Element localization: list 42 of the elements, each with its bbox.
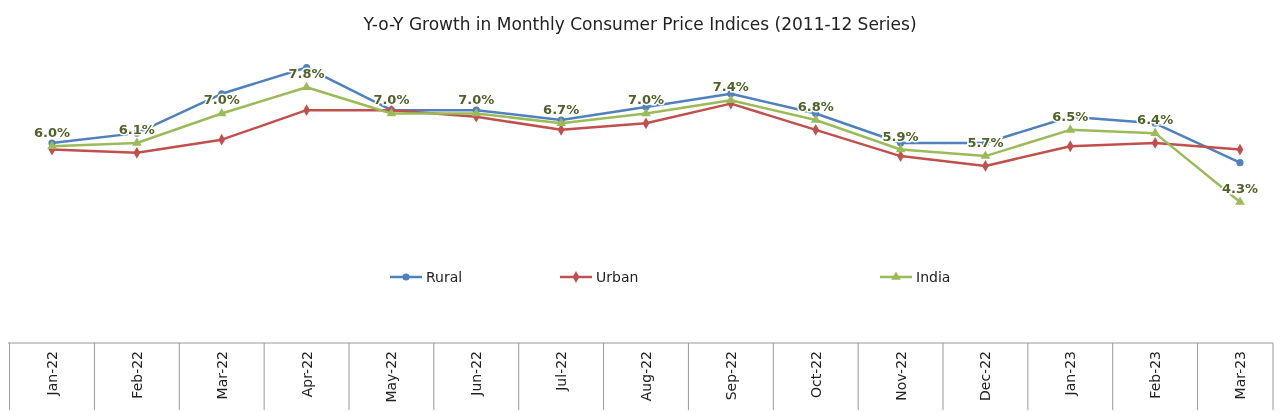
x-tick-label: May-22 <box>383 351 400 403</box>
x-tick-label: Feb-23 <box>1147 351 1164 399</box>
point <box>641 107 651 117</box>
point <box>301 81 312 90</box>
x-tick-label: Oct-22 <box>807 351 824 399</box>
point <box>810 114 821 123</box>
data-label: 4.3% <box>1221 180 1259 196</box>
point <box>1236 159 1244 167</box>
data-label: 6.7% <box>543 102 580 118</box>
x-tick-label: Mar-23 <box>1232 351 1248 400</box>
x-tick-label: Jan-23 <box>1062 351 1079 397</box>
point <box>980 150 991 159</box>
data-label: 5.9% <box>882 128 919 144</box>
x-tick-label: Dec-22 <box>977 351 994 401</box>
x-tick-label: Sep-22 <box>722 351 739 401</box>
point <box>726 94 736 104</box>
data-label: 7.0% <box>458 92 495 108</box>
data-label: 7.4% <box>712 79 749 95</box>
point <box>132 137 142 146</box>
data-label: 6.8% <box>797 99 834 115</box>
chart-title: Y-o-Y Growth in Monthly Consumer Price Indices (2011-12 Series) <box>362 14 917 34</box>
point <box>1150 127 1160 136</box>
x-tick-label: Mar-22 <box>213 351 230 400</box>
x-tick-label: Jan-22 <box>44 351 60 397</box>
x-tick-label: Nov-22 <box>892 351 909 401</box>
point <box>1235 196 1245 205</box>
data-label: 7.0% <box>373 92 410 108</box>
x-tick-label: Feb-22 <box>128 351 145 399</box>
x-tick-label: Jul-22 <box>553 351 570 392</box>
data-label: 6.0% <box>33 125 71 141</box>
point <box>216 107 227 117</box>
point <box>895 143 906 153</box>
legend-label: Urban <box>596 269 639 285</box>
x-tick-label: Aug-22 <box>638 351 654 402</box>
point <box>1065 124 1076 133</box>
x-tick-label: Apr-22 <box>298 351 315 398</box>
data-label: 7.0% <box>203 92 240 108</box>
legend-label: India <box>916 269 951 285</box>
legend-label: Rural <box>426 269 463 285</box>
data-label: 7.8% <box>288 66 325 82</box>
data-label: 7.0% <box>627 92 665 108</box>
x-tick-label: Jun-22 <box>468 351 485 397</box>
